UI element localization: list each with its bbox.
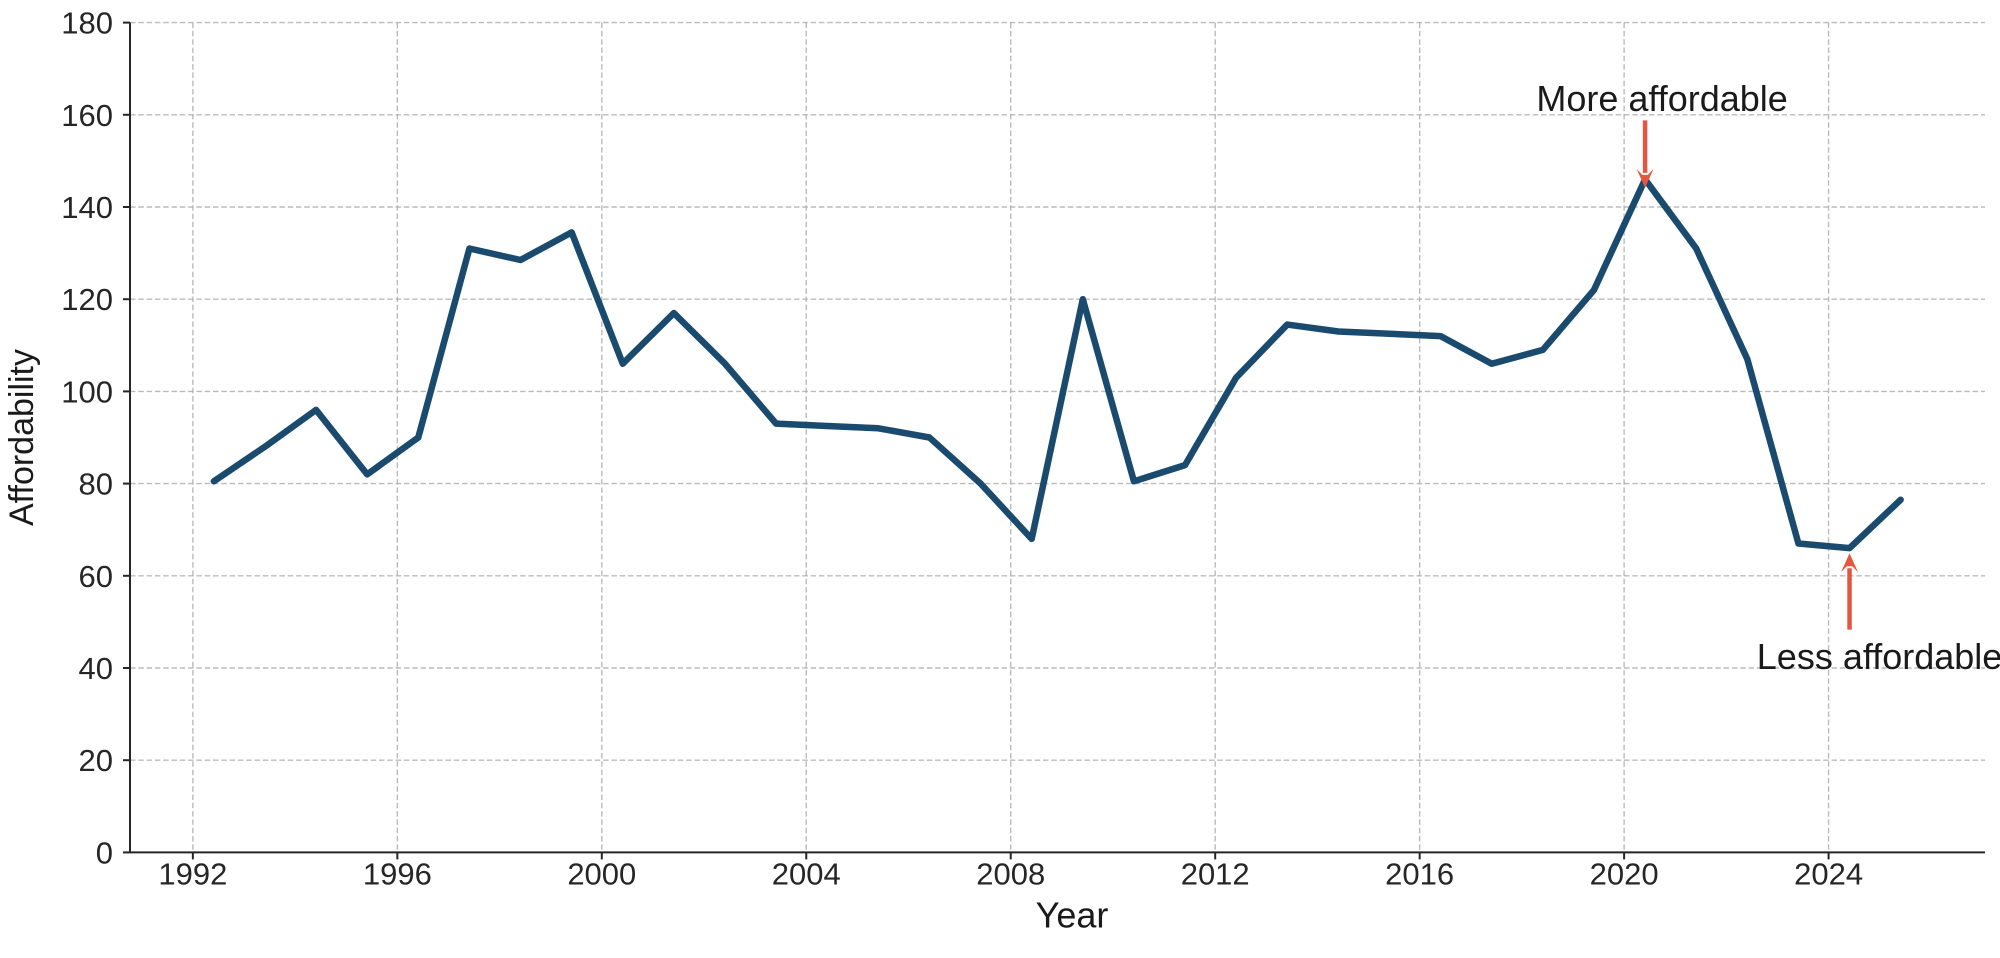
svg-text:140: 140 xyxy=(61,190,113,225)
svg-text:2020: 2020 xyxy=(1590,856,1659,891)
svg-text:40: 40 xyxy=(79,651,113,686)
svg-text:2004: 2004 xyxy=(772,856,841,891)
svg-text:0: 0 xyxy=(96,835,113,870)
svg-text:2024: 2024 xyxy=(1794,856,1863,891)
svg-text:160: 160 xyxy=(61,98,113,133)
svg-text:60: 60 xyxy=(79,559,113,594)
svg-text:2012: 2012 xyxy=(1181,856,1250,891)
svg-text:1992: 1992 xyxy=(158,856,227,891)
svg-text:80: 80 xyxy=(79,467,113,502)
svg-text:180: 180 xyxy=(61,6,113,41)
svg-text:2016: 2016 xyxy=(1385,856,1454,891)
svg-text:100: 100 xyxy=(61,374,113,409)
svg-text:More affordable: More affordable xyxy=(1536,78,1788,119)
svg-text:20: 20 xyxy=(79,743,113,778)
svg-text:Affordability: Affordability xyxy=(3,349,41,526)
svg-text:2008: 2008 xyxy=(976,856,1045,891)
svg-text:Less affordable: Less affordable xyxy=(1757,636,2000,677)
svg-text:2000: 2000 xyxy=(567,856,636,891)
svg-text:Year: Year xyxy=(1036,894,1109,935)
svg-text:1996: 1996 xyxy=(363,856,432,891)
svg-text:120: 120 xyxy=(61,282,113,317)
